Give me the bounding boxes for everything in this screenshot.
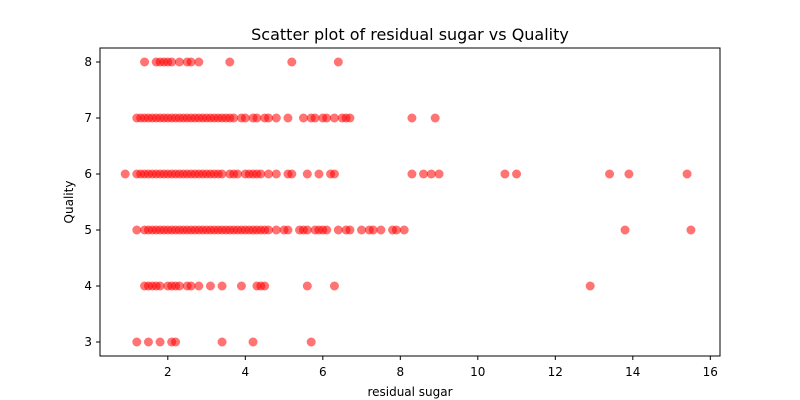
data-point [143,337,153,347]
data-point [256,169,266,179]
data-point [585,281,595,291]
data-point [686,225,696,235]
data-point [283,113,293,123]
data-point [120,169,130,179]
data-point [171,337,181,347]
data-point [217,281,227,291]
data-point [620,225,630,235]
data-point [329,281,339,291]
data-point [132,225,142,235]
x-tick-label: 4 [241,365,249,379]
x-axis-label: residual sugar [367,385,452,399]
data-point [264,225,274,235]
data-point [357,225,367,235]
data-point [419,169,429,179]
data-point [302,225,312,235]
data-point [314,169,324,179]
data-point [186,57,196,67]
data-point [333,57,343,67]
x-tick-label: 6 [319,365,327,379]
data-point [682,169,692,179]
data-point [391,225,401,235]
data-point [225,57,235,67]
data-point [252,113,262,123]
data-point [240,113,250,123]
data-point [376,225,386,235]
data-point [260,281,270,291]
data-point [271,113,281,123]
y-axis: 3 4 5 6 7 8 [84,55,100,349]
data-point [302,169,312,179]
y-tick-label: 7 [84,111,92,125]
plot-frame [99,47,721,357]
data-point [302,281,312,291]
data-point [283,225,293,235]
data-point [217,169,227,179]
x-tick-label: 14 [625,365,640,379]
x-axis: 2 4 6 8 10 12 14 16 [164,356,718,379]
data-point [407,169,417,179]
data-point [233,169,243,179]
data-point [310,113,320,123]
x-tick-label: 12 [548,365,563,379]
data-point [329,169,339,179]
y-axis-label: Quality [62,181,76,224]
data-point [407,113,417,123]
data-point [264,169,274,179]
data-point [194,57,204,67]
data-point [155,281,165,291]
data-point [271,169,281,179]
data-point [205,281,215,291]
data-point [140,57,150,67]
data-point [322,225,332,235]
y-tick-label: 8 [84,55,92,69]
data-point [236,281,246,291]
chart-title: Scatter plot of residual sugar vs Qualit… [251,25,569,44]
data-point [624,169,634,179]
data-point [399,225,409,235]
data-point [322,113,332,123]
data-point [287,57,297,67]
x-tick-label: 16 [703,365,718,379]
data-point [186,281,196,291]
data-point [500,169,510,179]
data-point [174,57,184,67]
data-point [345,113,355,123]
y-tick-label: 6 [84,167,92,181]
data-point [217,337,227,347]
data-point [333,225,343,235]
data-point [434,169,444,179]
data-point [264,113,274,123]
data-point [287,169,297,179]
data-point [229,113,239,123]
y-tick-label: 5 [84,223,92,237]
data-point [167,57,177,67]
data-point [329,113,339,123]
data-point [605,169,615,179]
data-point [248,337,258,347]
data-point [174,281,184,291]
data-point [512,169,522,179]
x-tick-label: 2 [164,365,172,379]
data-point [426,169,436,179]
data-point [306,337,316,347]
data-point [345,225,355,235]
x-tick-label: 10 [470,365,485,379]
points-layer [120,57,696,347]
y-tick-label: 3 [84,335,92,349]
y-tick-label: 4 [84,279,92,293]
data-point [194,281,204,291]
data-point [298,113,308,123]
data-point [155,337,165,347]
x-tick-label: 8 [396,365,404,379]
data-point [430,113,440,123]
data-point [368,225,378,235]
data-point [271,225,281,235]
data-point [132,337,142,347]
